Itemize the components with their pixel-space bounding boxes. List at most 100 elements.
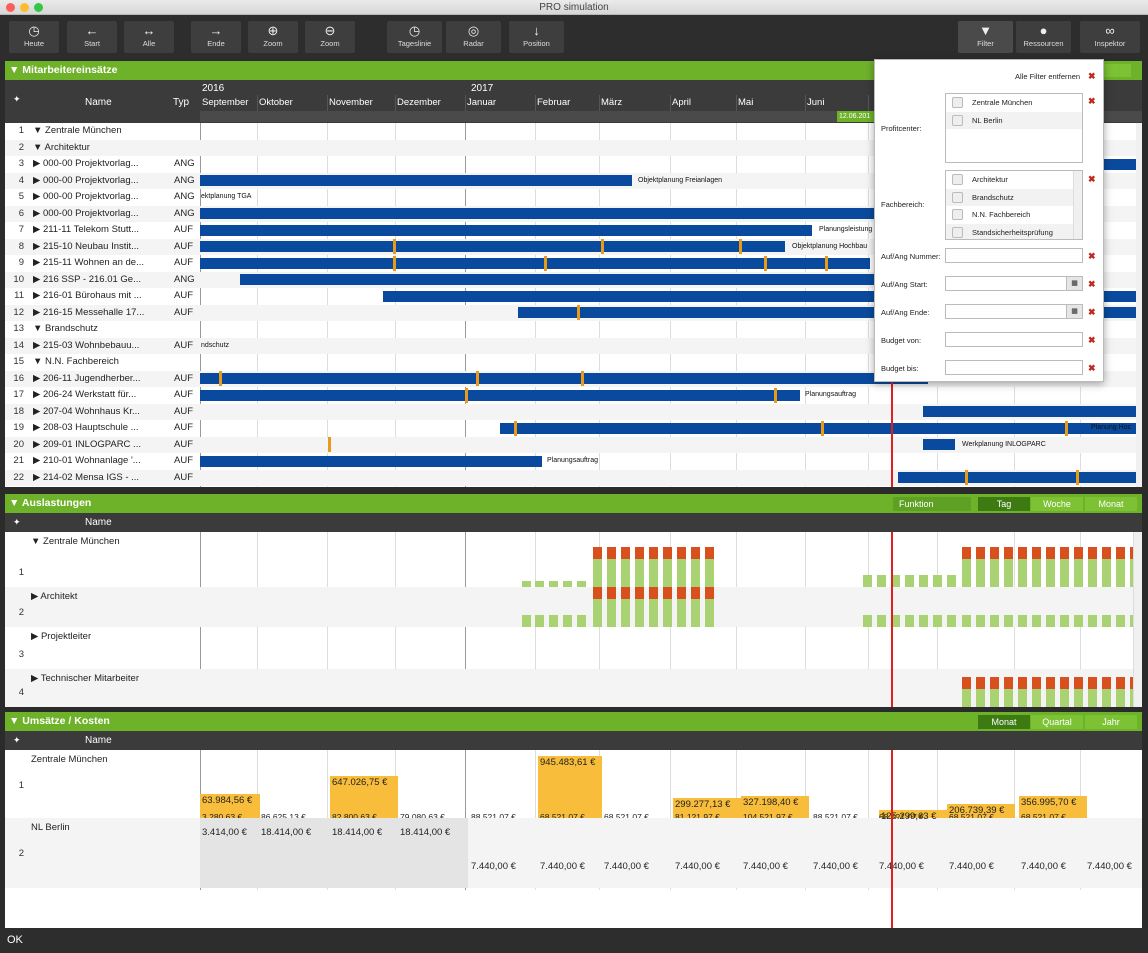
milestone-marker[interactable] [219, 371, 222, 386]
list-scrollbar[interactable] [1073, 171, 1082, 239]
umsaetze-kosten-header[interactable]: ▼ Umsätze / Kosten [5, 712, 1142, 731]
milestone-marker[interactable] [393, 239, 396, 254]
column-typ[interactable]: Typ [173, 97, 190, 108]
clear-fachbereich-icon[interactable]: ✖ [1088, 174, 1096, 184]
clear-all-filters-link[interactable]: Alle Filter entfernen [1015, 72, 1081, 81]
milestone-marker[interactable] [577, 305, 580, 320]
ende-button[interactable]: → Ende [191, 21, 241, 53]
clear-nummer-icon[interactable]: ✖ [1088, 251, 1096, 261]
milestone-marker[interactable] [601, 239, 604, 254]
close-window-button[interactable] [6, 3, 15, 12]
project-bar[interactable] [518, 307, 880, 318]
row-name[interactable]: ▼ Zentrale München [31, 536, 120, 547]
row-name[interactable]: Zentrale München [31, 754, 108, 765]
gantt-row[interactable]: 9 ▶ 215-11 Wohnen an de... AUF [5, 255, 1142, 272]
auslastungen-header[interactable]: ▼ Auslastungen [5, 494, 1142, 513]
milestone-marker[interactable] [1065, 420, 1068, 436]
milestone-marker[interactable] [821, 420, 824, 436]
milestone-marker[interactable] [739, 239, 742, 254]
costs-tab-monat[interactable]: Monat [978, 715, 1030, 729]
add-icon[interactable]: ✦ [13, 735, 21, 745]
load-row[interactable]: 3 ▶ Projektleiter [5, 627, 1142, 669]
vertical-scrollbar[interactable] [1133, 532, 1142, 707]
checkbox[interactable] [952, 114, 963, 126]
row-name[interactable]: ▶ Projektleiter [31, 631, 92, 642]
clear-start-icon[interactable]: ✖ [1088, 279, 1096, 289]
end-date-input[interactable]: ▦ [945, 304, 1083, 319]
zoom-button[interactable]: ⊖ Zoom [305, 21, 355, 53]
milestone-marker[interactable] [965, 470, 968, 485]
load-row[interactable]: 1 ▼ Zentrale München [5, 532, 1142, 587]
budget-bis-input[interactable] [945, 360, 1083, 375]
clear-budget-von-icon[interactable]: ✖ [1088, 335, 1096, 345]
profitcenter-item[interactable]: NL Berlin [946, 111, 1082, 129]
gantt-row[interactable]: 11 ▶ 216-01 Bürohaus mit ... AUF [5, 288, 1142, 305]
checkbox[interactable] [952, 97, 963, 108]
fachbereich-list[interactable]: Architektur Brandschutz N.N. Fachbereich… [945, 170, 1083, 240]
funktion-select[interactable]: Funktion [893, 497, 971, 511]
load-tab-woche[interactable]: Woche [1031, 497, 1083, 511]
gantt-row[interactable]: 21 ▶ 210-01 Wohnanlage '... AUF [5, 453, 1142, 470]
row-name[interactable]: NL Berlin [31, 822, 70, 833]
fachbereich-item[interactable]: Standsicherheitsprüfung [946, 223, 1082, 239]
milestone-marker[interactable] [514, 420, 517, 436]
row-name[interactable]: ▶ 000-00 Projektvorlag... [33, 207, 139, 219]
gantt-row[interactable]: 1 ▼ Zentrale München [5, 123, 1142, 140]
row-name[interactable]: ▼ Brandschutz [33, 323, 98, 334]
milestone-marker[interactable] [774, 387, 777, 403]
gantt-row[interactable]: 15 ▼ N.N. Fachbereich [5, 354, 1142, 371]
project-bar[interactable] [200, 257, 870, 269]
gantt-row[interactable]: 13 ▼ Brandschutz [5, 321, 1142, 338]
mitarbeitereinsaetze-header[interactable]: ▼ Mitarbeitereinsätze [5, 61, 1142, 80]
column-name[interactable]: Name [85, 517, 112, 528]
radar-button[interactable]: ◎ Radar [446, 21, 501, 53]
row-name[interactable]: ▶ 215-03 Wohnbebauu... [33, 339, 140, 351]
row-name[interactable]: ▶ 000-00 Projektvorlag... [33, 191, 139, 202]
project-bar[interactable] [200, 224, 812, 236]
project-bar[interactable] [898, 472, 1142, 483]
costs-tab-quartal[interactable]: Quartal [1031, 715, 1083, 729]
budget-von-input[interactable] [945, 332, 1083, 347]
row-name[interactable]: ▼ Zentrale München [33, 125, 122, 136]
row-name[interactable]: ▼ N.N. Fachbereich [33, 356, 119, 367]
checkbox[interactable] [952, 174, 963, 185]
milestone-marker[interactable] [581, 371, 584, 386]
row-name[interactable]: ▶ 000-00 Projektvorlag... [33, 174, 139, 186]
gantt-row[interactable]: 20 ▶ 209-01 INLOGPARC ... AUF [5, 436, 1142, 453]
milestone-marker[interactable] [1076, 470, 1079, 485]
tageslinie-button[interactable]: ◷ Tageslinie [387, 21, 442, 53]
project-bar[interactable] [923, 439, 955, 450]
row-name[interactable]: ▶ 210-01 Wohnanlage '... [33, 455, 141, 466]
gantt-row[interactable]: 2 ▼ Architektur [5, 139, 1142, 156]
clear-all-icon[interactable]: ✖ [1088, 71, 1096, 81]
gantt-row[interactable]: 17 ▶ 206-24 Werkstatt für... AUF [5, 387, 1142, 404]
calendar-icon[interactable]: ▦ [1066, 277, 1082, 290]
project-bar[interactable] [240, 274, 880, 285]
alle-button[interactable]: ↔ Alle [124, 21, 174, 53]
gantt-row[interactable]: 18 ▶ 207-04 Wohnhaus Kr... AUF [5, 403, 1142, 420]
gantt-row[interactable]: 5 ▶ 000-00 Projektvorlag... ANG [5, 189, 1142, 206]
minimize-window-button[interactable] [20, 3, 29, 12]
row-name[interactable]: ▶ 216-15 Messehalle 17... [33, 306, 145, 318]
row-name[interactable]: ▶ 211-11 Telekom Stutt... [33, 224, 140, 235]
row-name[interactable]: ▶ 216 SSP - 216.01 Ge... [33, 273, 142, 285]
milestone-marker[interactable] [476, 371, 479, 386]
row-name[interactable]: ▶ 000-00 Projektvorlag... [33, 158, 139, 169]
row-name[interactable]: ▶ 209-01 INLOGPARC ... [33, 438, 141, 450]
fachbereich-item[interactable]: Brandschutz [946, 188, 1082, 206]
fachbereich-item[interactable]: Architektur [946, 171, 1082, 189]
row-name[interactable]: ▶ 207-04 Wohnhaus Kr... [33, 405, 140, 417]
zoom-window-button[interactable] [34, 3, 43, 12]
load-tab-tag[interactable]: Tag [978, 497, 1030, 511]
project-bar[interactable] [200, 241, 785, 252]
milestone-marker[interactable] [544, 255, 547, 271]
checkbox[interactable] [952, 209, 963, 220]
ressourcen-button[interactable]: ● Ressourcen [1016, 21, 1071, 53]
load-row[interactable]: 2 ▶ Architekt [5, 587, 1142, 627]
fachbereich-item[interactable]: N.N. Fachbereich [946, 206, 1082, 224]
project-bar[interactable] [923, 406, 1142, 417]
gantt-row[interactable]: 7 ▶ 211-11 Telekom Stutt... AUF [5, 222, 1142, 239]
milestone-marker[interactable] [393, 255, 396, 271]
row-name[interactable]: ▶ Technischer Mitarbeiter [31, 673, 139, 684]
project-bar[interactable] [200, 389, 800, 401]
